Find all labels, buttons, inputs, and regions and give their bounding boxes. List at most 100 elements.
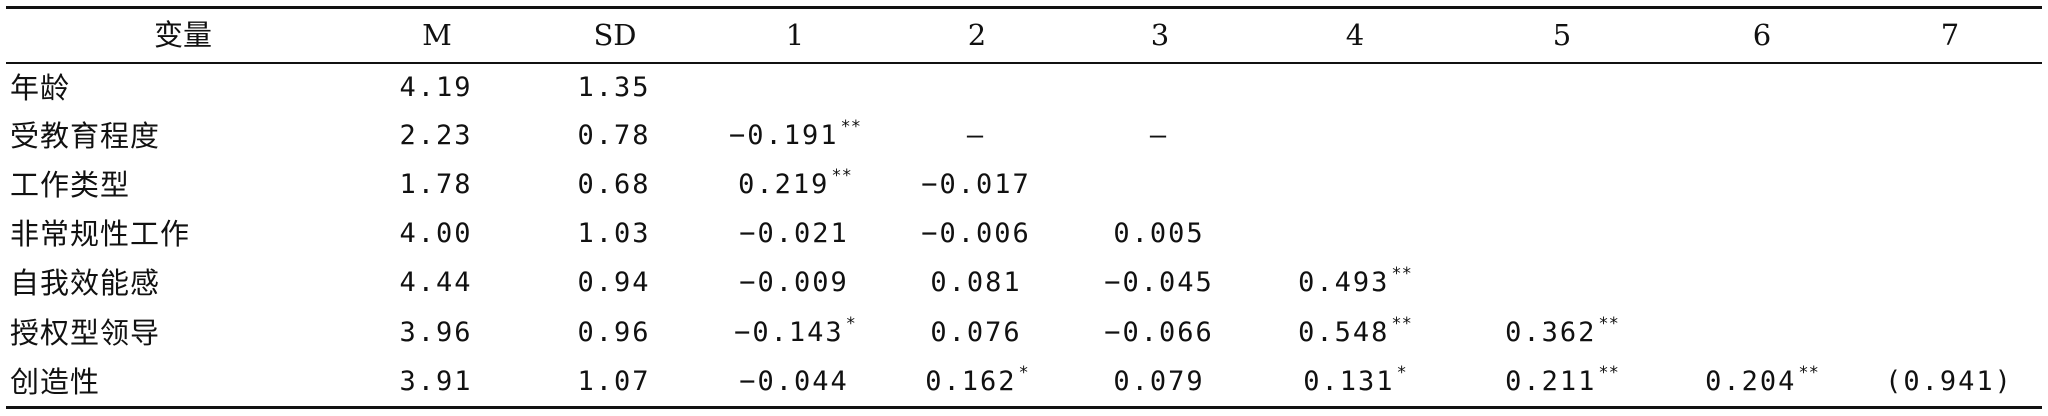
table-cell: −0.191 ** [729,111,861,161]
table-cell: 3.96 [399,308,474,358]
header-col-1: 1 [785,18,805,52]
table-cell: 0.493 ** [1298,258,1412,308]
table-cell [1159,160,1161,210]
cell-value: −0.143 [734,317,844,348]
table-cell: −0.143 * [734,308,856,358]
significance-marker: * [1396,363,1407,383]
header-variable: 变量 [153,18,213,52]
cell-value: 0.076 [930,317,1022,348]
cell-value: −0.066 [1104,317,1214,348]
table-row: 受教育程度 2.23 0.78 −0.191 ** — — [0,111,2048,161]
table-row: 年龄 4.19 1.35 [0,63,2048,113]
table-cell: 0.076 [930,308,1023,358]
cell-value: — [1149,120,1169,151]
header-col-5: 5 [1552,18,1572,52]
top-rule [6,6,2042,9]
row-label: 工作类型 [10,168,131,202]
cell-value: 0.204 [1705,366,1797,397]
table-cell: 4.44 [399,258,474,308]
row-label: 受教育程度 [10,119,161,153]
table-cell: 0.548 ** [1298,308,1412,358]
table-cell [1561,63,1563,113]
significance-marker: * [1018,363,1029,383]
table-cell [794,63,796,113]
header-row: 变量 M SD 1 2 3 4 5 6 7 [0,10,2048,60]
cell-value: 0.162 [925,366,1017,397]
cell-value: 1.07 [577,366,651,397]
table-cell: −0.009 [739,258,851,308]
significance-marker: ** [1598,363,1619,383]
table-row: 创造性 3.91 1.07 −0.044 0.162 * 0.079 0.131 * 0.211 *… [0,357,2048,407]
cell-value: −0.006 [921,218,1031,249]
table-cell [1761,63,1763,113]
table-cell: 0.162 * [925,357,1029,407]
table-cell: 0.78 [577,111,652,161]
table-cell: −0.021 [739,209,851,259]
table-cell: 4.00 [399,209,474,259]
table-cell: 1.07 [577,357,652,407]
table-cell [1949,258,1951,308]
significance-marker: ** [831,166,852,186]
table-cell [1761,160,1763,210]
cell-value: 0.079 [1113,366,1205,397]
table-row: 授权型领导 3.96 0.96 −0.143 * 0.076 −0.066 0.548 ** 0.… [0,308,2048,358]
row-label: 自我效能感 [10,266,161,300]
cell-value: 0.131 [1303,366,1395,397]
table-cell [976,63,978,113]
table-cell [1561,258,1563,308]
cell-value: 4.00 [399,218,473,249]
table-cell: (0.941) [1885,357,2015,407]
header-sd: SD [593,18,637,52]
significance-marker: ** [840,117,862,137]
cell-value: 0.78 [577,120,651,151]
cell-value: 0.68 [577,169,651,200]
table-cell: 0.081 [930,258,1023,308]
cell-value: 0.94 [577,267,651,298]
cell-value: 1.03 [577,218,651,249]
table-cell: −0.045 [1104,258,1216,308]
cell-value: 4.19 [399,72,473,103]
table-cell: 0.96 [577,308,652,358]
header-col-2: 2 [967,18,987,52]
table-row: 非常规性工作 4.00 1.03 −0.021 −0.006 0.005 [0,209,2048,259]
table-row: 工作类型 1.78 0.68 0.219 ** −0.017 [0,160,2048,210]
table-cell: 1.78 [399,160,474,210]
cell-value: 1.78 [399,169,473,200]
cell-value: 0.219 [738,169,830,200]
table-cell: 1.35 [577,63,652,113]
table-cell: 0.204 ** [1705,357,1819,407]
table-cell [1354,160,1356,210]
table-cell [1761,209,1763,259]
table-cell: 3.91 [399,357,474,407]
table-row: 自我效能感 4.44 0.94 −0.009 0.081 −0.045 0.493 ** [0,258,2048,308]
cell-value: 0.081 [930,267,1022,298]
table-cell: 0.68 [577,160,652,210]
table-cell [1761,111,1763,161]
cell-value: −0.044 [739,366,849,397]
table-cell: 0.211 ** [1505,357,1619,407]
table-cell: −0.006 [921,209,1033,259]
table-cell: 0.079 [1113,357,1206,407]
significance-marker: * [845,314,856,334]
table-cell: — [1150,111,1170,161]
table-cell: 0.94 [577,258,652,308]
table-cell: −0.017 [921,160,1033,210]
table-cell: 0.131 * [1303,357,1407,407]
cell-value: 0.362 [1505,317,1597,348]
table-cell [1761,258,1763,308]
table-cell: 4.19 [399,63,474,113]
row-label: 授权型领导 [10,316,161,350]
cell-value: 0.005 [1113,218,1205,249]
row-label: 非常规性工作 [10,217,191,251]
cell-value: 3.96 [399,317,473,348]
table-cell: −0.066 [1104,308,1216,358]
row-label: 创造性 [10,365,101,399]
table-cell: 2.23 [399,111,474,161]
header-rule [6,62,2042,64]
table-cell [1561,209,1563,259]
table-cell [1159,63,1161,113]
header-mean: M [422,18,452,52]
table-cell [1949,111,1951,161]
table-cell: 0.005 [1113,209,1206,259]
